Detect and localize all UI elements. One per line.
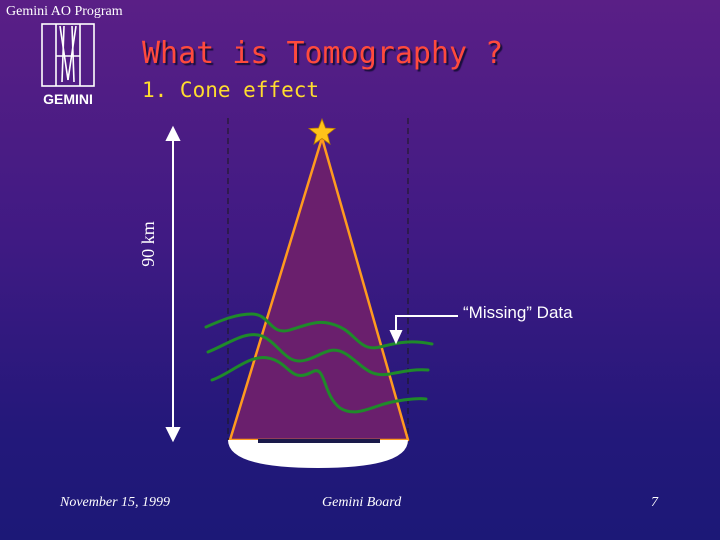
telescope-dome-icon <box>41 23 95 87</box>
logo-text: GEMINI <box>43 91 93 107</box>
turbulence-line <box>210 356 428 414</box>
turbulence-line <box>204 312 434 350</box>
telescope-mirror <box>228 439 408 468</box>
missing-data-pointer <box>389 315 458 345</box>
program-label: Gemini AO Program <box>6 4 123 19</box>
telescope-aperture-lines <box>227 118 409 440</box>
cone-shape <box>228 136 410 442</box>
height-arrow <box>165 125 181 443</box>
page-number: 7 <box>651 495 658 510</box>
height-label: 90 km <box>138 221 158 267</box>
gemini-logo: GEMINI <box>41 23 95 107</box>
slide-title: What is Tomography ? <box>142 36 504 71</box>
turbulence-line <box>206 333 430 377</box>
slide-subtitle: 1. Cone effect <box>142 78 320 102</box>
missing-data-label: “Missing” Data <box>463 303 573 322</box>
footer-center: Gemini Board <box>322 495 402 510</box>
turbulence-layers <box>204 312 434 414</box>
guide-star-icon <box>307 117 337 145</box>
footer-date: November 15, 1999 <box>60 495 171 510</box>
